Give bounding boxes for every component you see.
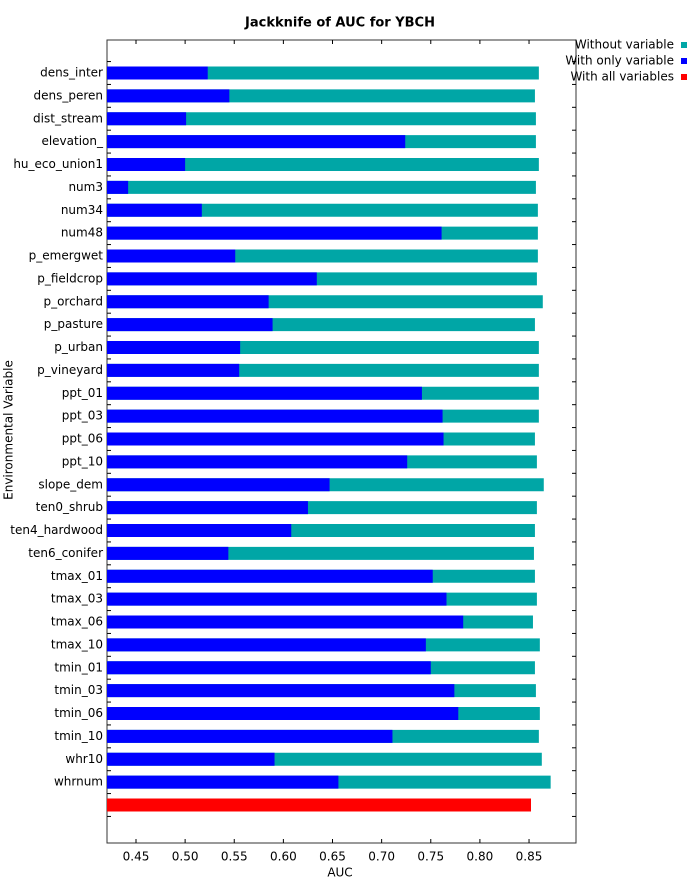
y-tick-label: ten4_hardwood (10, 523, 103, 537)
bar (107, 386, 422, 400)
y-tick-label: tmin_10 (54, 729, 103, 743)
y-tick-label: p_fieldcrop (37, 271, 103, 285)
bar (107, 684, 455, 698)
legend-label: With only variable (565, 54, 674, 68)
y-tick-label: ppt_01 (62, 386, 103, 400)
x-tick-label: 0.60 (270, 850, 297, 864)
chart-title: Jackknife of AUC for YBCH (244, 16, 435, 31)
bar (107, 798, 531, 812)
y-tick-label: p_orchard (43, 294, 103, 308)
bar (107, 752, 275, 766)
y-tick-label: ten0_shrub (36, 500, 103, 514)
bar (107, 615, 464, 629)
bar (107, 89, 230, 103)
bar (107, 158, 539, 171)
y-tick-label: ppt_03 (62, 409, 103, 423)
bar (107, 135, 406, 149)
bar (107, 112, 536, 126)
y-tick-label: p_emergwet (29, 249, 104, 263)
bar (107, 249, 236, 263)
y-tick-label: whr10 (65, 752, 103, 766)
y-tick-label: tmax_03 (51, 592, 103, 606)
legend-label: With all variables (570, 70, 674, 84)
y-tick-label: hu_eco_union1 (13, 157, 103, 171)
legend-swatch (681, 58, 687, 64)
bar (107, 661, 431, 675)
bar (107, 569, 433, 583)
y-tick-label: whrnum (54, 775, 103, 789)
legend-label: Without variable (575, 38, 674, 52)
bar (107, 226, 442, 240)
y-tick-label: ppt_06 (62, 432, 103, 446)
x-tick-label: 0.70 (368, 850, 395, 864)
y-tick-label: tmax_06 (51, 615, 103, 629)
bar (107, 180, 536, 194)
y-tick-label: dens_inter (40, 66, 103, 80)
y-tick-label: ten6_conifer (28, 546, 103, 560)
bar (107, 524, 292, 537)
bar (107, 707, 459, 720)
bar (107, 318, 273, 332)
x-tick-label: 0.65 (319, 850, 346, 864)
x-tick-label: 0.75 (417, 850, 444, 864)
bar (107, 66, 539, 80)
bar (107, 729, 393, 743)
bar (107, 203, 538, 217)
bar (107, 112, 187, 126)
x-tick-label: 0.55 (221, 850, 248, 864)
bar (107, 272, 317, 286)
bar (107, 546, 229, 560)
x-tick-label: 0.50 (172, 850, 199, 864)
y-tick-label: dist_stream (33, 111, 103, 125)
y-tick-label: num48 (61, 226, 103, 240)
y-tick-label: tmin_01 (54, 660, 103, 674)
bar (107, 455, 408, 469)
bar (107, 592, 447, 606)
x-tick-label: 0.45 (123, 850, 150, 864)
bar (107, 180, 129, 194)
y-tick-label: p_urban (54, 340, 103, 354)
bar (107, 66, 208, 80)
y-axis-label: Environmental Variable (2, 360, 16, 500)
y-tick-label: tmax_10 (51, 637, 103, 651)
y-tick-label: tmin_06 (54, 706, 103, 720)
y-tick-label: tmax_01 (51, 569, 103, 583)
y-tick-label: p_pasture (44, 317, 103, 331)
y-tick-label: num3 (68, 180, 103, 194)
x-tick-label: 0.85 (516, 850, 543, 864)
y-tick-label: p_vineyard (37, 363, 103, 377)
bar (107, 638, 426, 652)
bar (107, 295, 269, 309)
legend-swatch (681, 74, 687, 80)
y-tick-label: ppt_10 (62, 454, 103, 468)
bar (107, 341, 241, 354)
bar (107, 409, 443, 423)
bar (107, 478, 330, 492)
x-axis-label: AUC (327, 866, 352, 880)
y-tick-label: tmin_03 (54, 683, 103, 697)
bar (107, 775, 339, 789)
y-tick-label: elevation_ (41, 134, 104, 148)
bar (107, 203, 202, 217)
y-tick-label: dens_peren (33, 88, 103, 102)
y-tick-label: num34 (61, 203, 103, 217)
y-tick-label: slope_dem (38, 477, 103, 491)
legend-swatch (681, 42, 687, 48)
x-tick-label: 0.80 (467, 850, 494, 864)
bar (107, 158, 186, 171)
bar (107, 432, 444, 446)
bar (107, 501, 308, 515)
bar (107, 363, 240, 377)
